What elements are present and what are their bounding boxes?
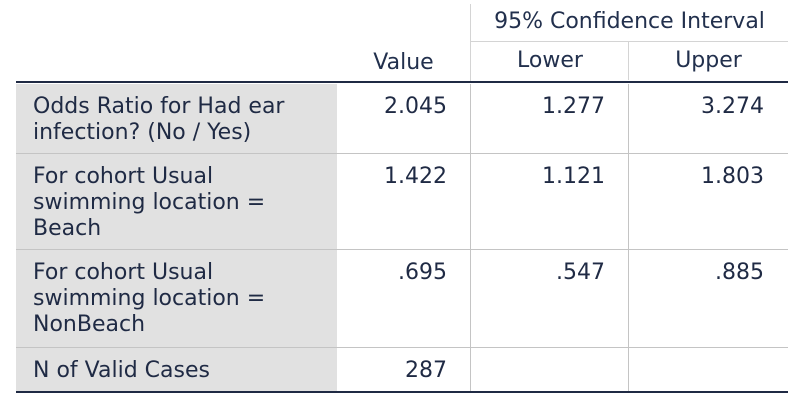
value-column-header: Value [373,50,434,75]
row-cohort-nonbeach-lower: .547 [556,260,605,285]
divider [470,84,471,392]
divider [470,4,471,81]
divider [16,81,788,83]
divider [628,84,629,392]
row-cohort-beach-upper: 1.803 [701,164,764,189]
divider [16,391,788,393]
ci-header: 95% Confidence Interval [494,9,765,34]
row-cohort-beach-value: 1.422 [384,164,447,189]
row-cohort-beach-lower: 1.121 [542,164,605,189]
divider [16,249,788,250]
upper-column-header: Upper [675,48,742,73]
row-label-cohort-nonbeach: For cohort Usual swimming location = Non… [16,250,337,348]
divider [628,42,629,80]
row-label-valid-cases: N of Valid Cases [16,348,337,392]
row-odds-ratio-value: 2.045 [384,94,447,119]
row-valid-cases-value: 287 [405,358,447,383]
row-valid-cases-upper [629,348,788,392]
row-odds-ratio-lower: 1.277 [542,94,605,119]
divider [471,41,788,42]
divider [16,153,788,154]
row-cohort-nonbeach-upper: .885 [715,260,764,285]
row-label-odds-ratio: Odds Ratio for Had ear infection? (No / … [16,84,337,154]
row-valid-cases-lower [471,348,629,392]
lower-column-header: Lower [517,48,583,73]
row-label-cohort-beach: For cohort Usual swimming location = Bea… [16,154,337,250]
divider [16,347,788,348]
risk-estimate-table: 95% Confidence Interval Value Lower Uppe… [16,0,788,394]
row-cohort-nonbeach-value: .695 [398,260,447,285]
row-odds-ratio-upper: 3.274 [701,94,764,119]
